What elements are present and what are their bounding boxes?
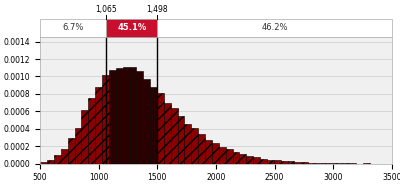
Text: 46.2%: 46.2% <box>261 23 288 32</box>
Bar <box>342 163 349 164</box>
Bar <box>274 161 281 164</box>
Bar <box>260 159 267 164</box>
Text: 45.1%: 45.1% <box>117 23 146 32</box>
Bar <box>191 128 198 164</box>
Bar <box>205 140 212 164</box>
Bar <box>178 116 184 164</box>
Bar <box>40 162 47 164</box>
Bar <box>95 87 102 164</box>
Bar <box>164 103 171 164</box>
Bar <box>171 108 178 164</box>
Bar <box>267 160 274 164</box>
Bar <box>240 154 246 164</box>
Bar <box>212 142 219 164</box>
Bar <box>54 155 61 164</box>
Bar <box>198 134 205 164</box>
Bar <box>184 124 191 164</box>
Bar <box>82 110 88 164</box>
Bar <box>219 147 226 164</box>
Bar <box>157 93 164 164</box>
Bar <box>294 162 301 164</box>
Bar <box>349 163 356 164</box>
Text: 1,498: 1,498 <box>146 5 168 14</box>
Bar <box>232 152 240 164</box>
Bar <box>109 70 116 164</box>
Bar <box>61 149 68 164</box>
Bar <box>315 163 322 164</box>
Bar <box>116 68 123 164</box>
Bar <box>308 163 315 164</box>
Bar <box>74 128 82 164</box>
Bar <box>123 67 130 164</box>
Bar <box>288 161 294 164</box>
Bar <box>363 163 370 164</box>
Bar <box>47 160 54 164</box>
Bar <box>68 138 74 164</box>
Bar <box>106 19 157 37</box>
Bar <box>246 156 253 164</box>
Text: 6.7%: 6.7% <box>62 23 84 32</box>
Bar <box>150 87 157 164</box>
Bar <box>136 71 143 164</box>
Bar <box>102 75 109 164</box>
Bar <box>336 163 342 164</box>
Bar <box>143 79 150 164</box>
Bar <box>130 67 136 164</box>
Bar <box>281 161 288 164</box>
Bar <box>226 149 232 164</box>
Bar <box>329 163 336 164</box>
Bar <box>253 157 260 164</box>
Bar <box>322 163 329 164</box>
Text: 1,065: 1,065 <box>96 5 117 14</box>
Bar <box>88 98 95 164</box>
Bar <box>301 162 308 164</box>
